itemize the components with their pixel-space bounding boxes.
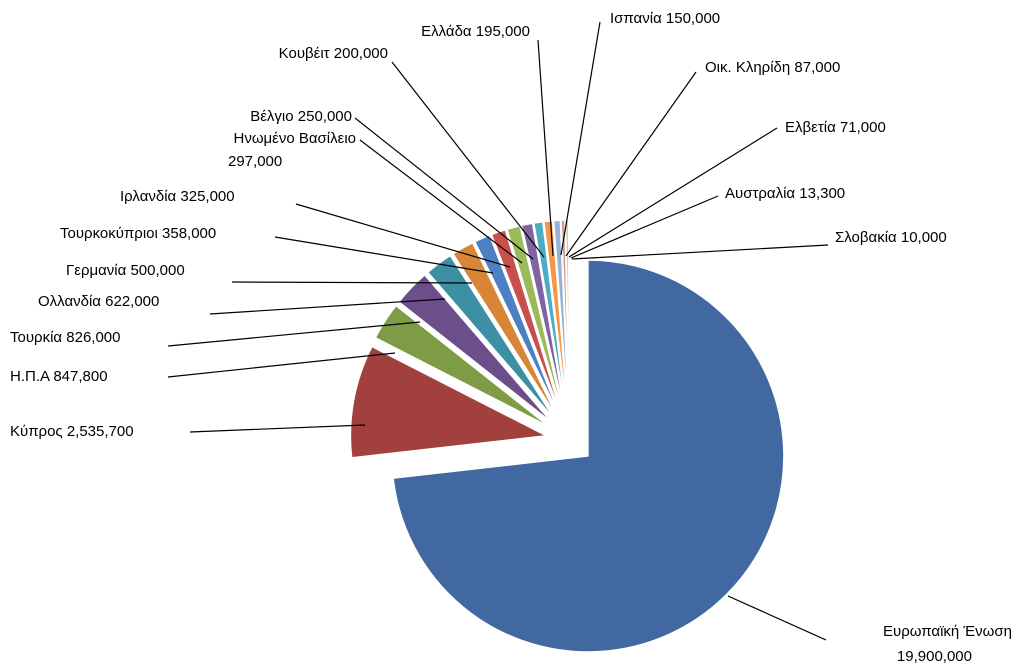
- leader-line: [167, 321, 421, 347]
- slice-label: Ολλανδία 622,000: [38, 293, 159, 310]
- slice-label: Ισπανία 150,000: [610, 10, 720, 27]
- slice-label: Κουβέιτ 200,000: [279, 45, 388, 62]
- leader-line: [537, 39, 554, 257]
- slice-label-value: 297,000: [228, 153, 282, 170]
- slice-label-name: Ευρωπαϊκή Ένωση: [883, 623, 1012, 640]
- pie-slice: [374, 304, 551, 428]
- slice-label: Ηνωμένο Βασίλειο 297,000: [228, 130, 356, 170]
- slice-label: Βέλγιο 250,000: [250, 108, 352, 125]
- leader-line: [274, 236, 494, 274]
- pie-slices: [349, 219, 785, 653]
- slice-label: Ελβετία 71,000: [785, 119, 886, 136]
- pie-slice: [520, 222, 567, 417]
- leader-line: [295, 203, 511, 268]
- leader-line: [167, 352, 396, 378]
- slice-label: Ευρωπαϊκή Ένωση 19,900,000: [883, 623, 1012, 665]
- pie-slice: [451, 241, 559, 420]
- slice-label: Η.Π.Α 847,800: [10, 368, 108, 385]
- slice-label: Ιρλανδία 325,000: [120, 188, 235, 205]
- pie-slice: [532, 220, 568, 417]
- slice-label: Οικ. Κληρίδη 87,000: [705, 59, 840, 76]
- leader-line: [560, 21, 601, 256]
- leader-line: [391, 61, 545, 258]
- slice-label: Τουρκοκύπριοι 358,000: [60, 225, 216, 242]
- leader-line: [359, 139, 523, 264]
- leader-line: [568, 127, 778, 258]
- leader-line: [189, 424, 366, 433]
- slice-label: Αυστραλία 13,300: [725, 185, 845, 202]
- leader-line: [570, 195, 719, 259]
- slice-label: Κύπρος 2,535,700: [10, 423, 134, 440]
- pie-slice: [392, 259, 785, 653]
- pie-slice: [349, 345, 549, 459]
- leader-line: [727, 595, 827, 641]
- leader-line: [209, 298, 446, 315]
- leader-line: [354, 117, 534, 260]
- slice-label: Γερμανία 500,000: [66, 262, 185, 279]
- leader-lines: [167, 21, 829, 641]
- slice-labels: Ευρωπαϊκή Ένωση 19,900,000 Κύπρος 2,535,70…: [10, 10, 1012, 665]
- slice-label: Σλοβακία 10,000: [835, 229, 947, 246]
- slice-label: Ελλάδα 195,000: [421, 23, 530, 40]
- slice-label-name: Ηνωμένο Βασίλειο: [233, 130, 356, 147]
- pie-slice: [543, 219, 569, 417]
- slice-label: Τουρκία 826,000: [10, 329, 121, 346]
- slice-label-value: 19,900,000: [897, 648, 972, 665]
- pie-slice: [473, 234, 562, 419]
- leader-line: [231, 281, 473, 284]
- leader-line: [565, 71, 697, 257]
- leader-line: [571, 244, 829, 260]
